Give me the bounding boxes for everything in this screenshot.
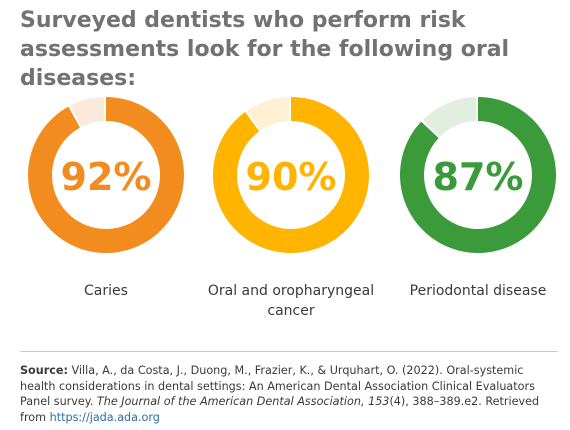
source-label: Source: [20,364,68,377]
donut-slice-periodontal [400,97,556,253]
source-citation-text: Villa, A., da Costa, J., Duong, M., Fraz… [20,364,535,408]
source-link[interactable]: https://jada.ada.org [49,410,160,424]
donut-remainder-periodontal [422,97,477,137]
donut-value-periodontal: 87% [433,155,524,199]
donut-value-oral-cancer: 90% [246,155,337,199]
donut-label-caries: Caries [84,283,128,299]
donut-slice-caries [27,97,184,253]
donut-slice-oral-cancer [212,97,369,253]
donut-remainder-caries [70,97,105,127]
source-citation-tail: (4), 388–389.e2. Retrieved from [20,395,540,424]
donut-label-periodontal: Periodontal disease [409,283,547,299]
chart-title: Surveyed dentists who perform risk asses… [20,8,510,91]
source-citation: Source: Villa, A., da Costa, J., Duong, … [20,363,560,425]
divider [20,351,558,352]
donut-value-caries: 92% [61,155,152,199]
source-journal: The Journal of the American Dental Assoc… [96,395,390,408]
donut-remainder-oral-cancer [246,97,290,131]
donut-charts: 92% 90% 87% [27,97,556,253]
donut-label-oral-cancer: Oral and oropharyngeal cancer [207,283,375,319]
